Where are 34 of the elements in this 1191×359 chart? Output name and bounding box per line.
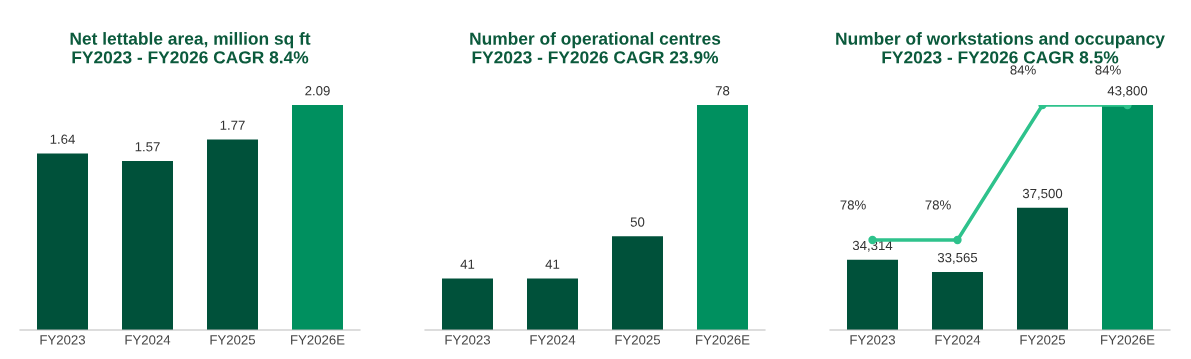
data-label: 78% <box>925 200 951 210</box>
data-label: 1.57 <box>135 142 160 152</box>
x-tick-label: FY2026E <box>291 335 345 345</box>
data-label: 41 <box>545 259 560 269</box>
x-tick-label: FY2026E <box>1101 335 1155 345</box>
x-tick-label: FY2025 <box>210 335 256 345</box>
bar <box>292 105 343 330</box>
x-tick-label: FY2023 <box>445 335 491 345</box>
x-tick-label: FY2024 <box>125 335 171 345</box>
data-label: 1.77 <box>220 120 245 130</box>
chart-title: Net lettable area, million sq ft FY2023 - FY2026 CAGR 8.4% <box>70 32 311 64</box>
x-tick-label: FY2026E <box>696 335 750 345</box>
bar <box>122 160 173 330</box>
chart-title: Number of workstations and occupancy FY2023 - FY2026 CAGR 8.5% <box>836 32 1165 64</box>
data-label: 2.09 <box>305 86 330 96</box>
data-label: 41 <box>460 259 475 269</box>
data-label: 43,800 <box>1107 86 1148 98</box>
x-tick-label: FY2025 <box>615 335 661 345</box>
bar <box>207 139 258 330</box>
bar <box>37 153 88 330</box>
data-label: 78% <box>840 200 866 210</box>
data-label: 50 <box>630 217 645 227</box>
data-label: 1.64 <box>50 134 75 144</box>
x-tick-label: FY2023 <box>40 335 86 345</box>
data-label: 84% <box>1010 65 1036 75</box>
data-label: 84% <box>1095 65 1121 75</box>
data-label: 78 <box>715 86 730 96</box>
x-tick-label: FY2023 <box>850 335 896 345</box>
x-tick-label: FY2024 <box>530 335 576 345</box>
chart-title: Number of operational centres FY2023 - FY2026 CAGR 23.9% <box>470 32 721 64</box>
x-tick-label: FY2025 <box>1020 335 1066 345</box>
x-tick-label: FY2024 <box>935 335 981 345</box>
data-label: 37,500 <box>1022 188 1063 200</box>
data-label: 33,565 <box>937 252 978 264</box>
